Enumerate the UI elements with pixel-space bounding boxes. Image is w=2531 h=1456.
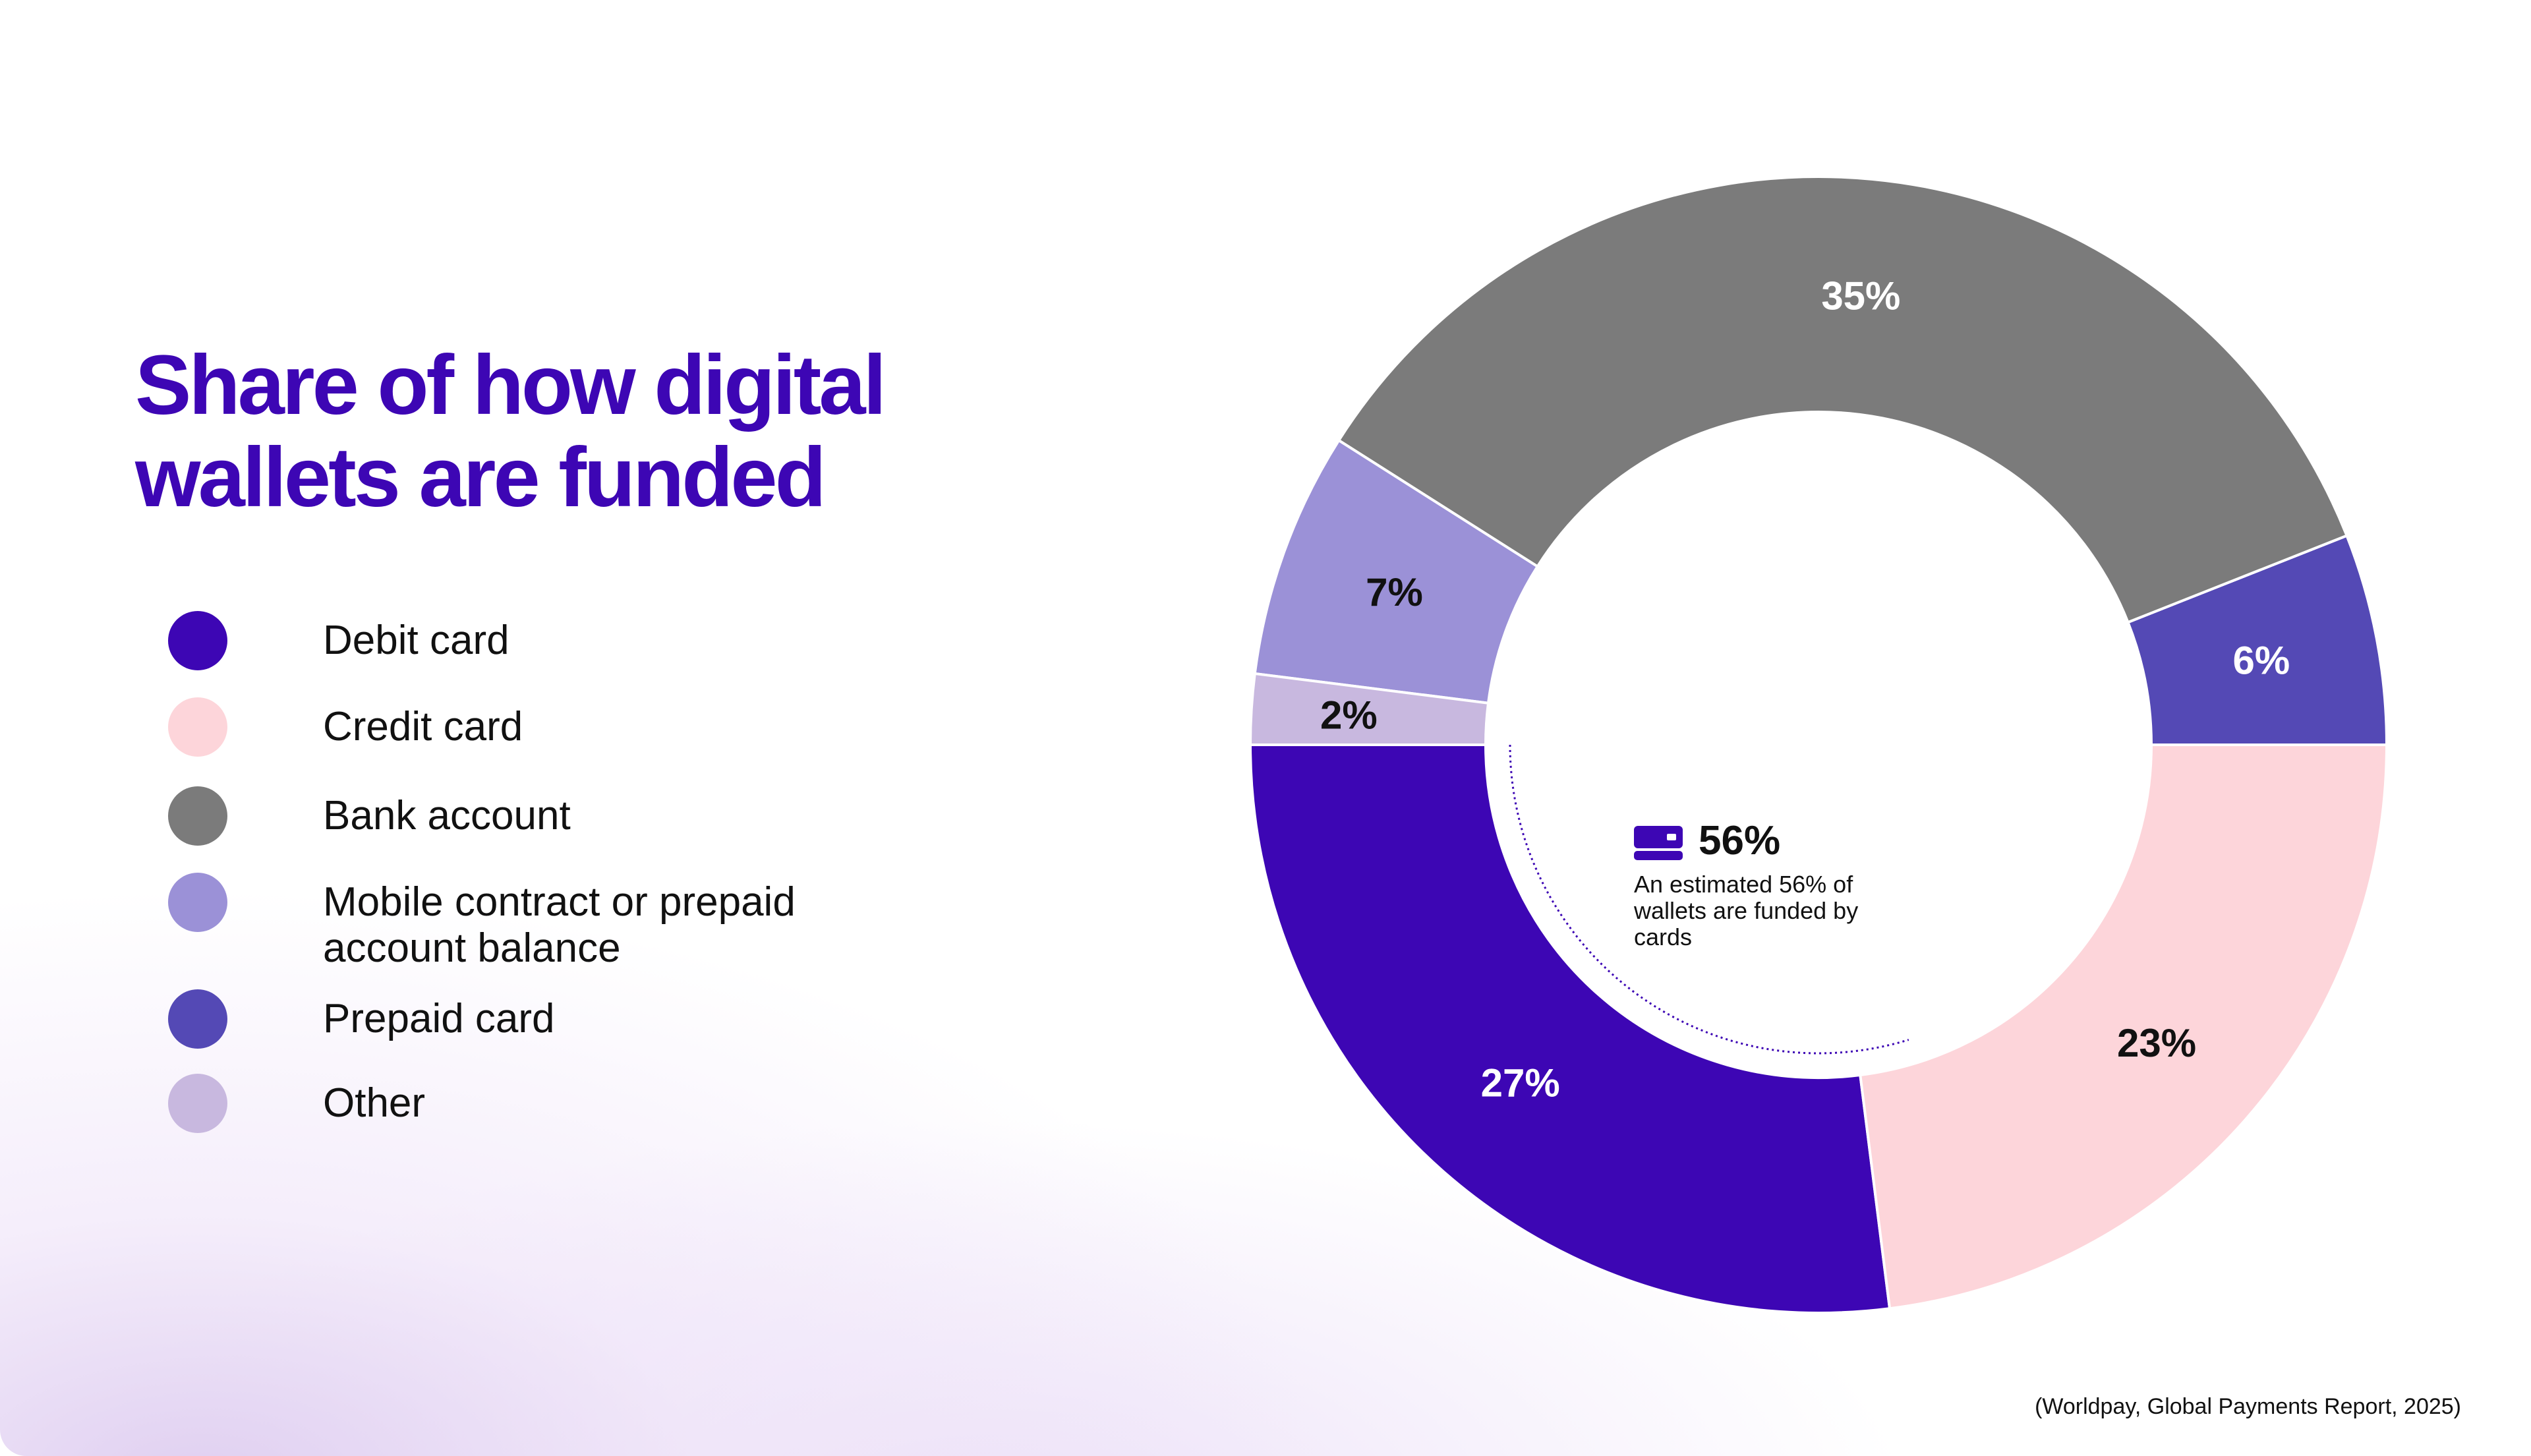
legend-item-bank-account: Bank account	[168, 786, 959, 846]
legend-swatch	[168, 786, 227, 846]
legend-swatch	[168, 1074, 227, 1133]
legend-label: Credit card	[323, 704, 523, 749]
data-label: 35%	[1821, 274, 1900, 318]
legend-item-credit-card: Credit card	[168, 697, 959, 757]
legend-swatch	[168, 611, 227, 670]
data-label: 27%	[1481, 1061, 1560, 1105]
legend-swatch	[168, 873, 227, 932]
donut-segment-debit-card	[1248, 743, 1892, 1314]
data-label: 23%	[2117, 1021, 2196, 1065]
legend-swatch	[168, 697, 227, 757]
data-label: 6%	[2233, 638, 2290, 682]
data-label: 7%	[1366, 570, 1423, 614]
legend-item-debit-card: Debit card	[168, 611, 959, 670]
legend-label: Mobile contract or prepaid account balan…	[323, 879, 796, 971]
donut-segment-credit-card	[1859, 743, 2389, 1310]
chart-title: Share of how digital wallets are funded	[135, 338, 887, 525]
annotation-text: An estimated 56% of wallets are funded b…	[1634, 871, 1859, 950]
donut-segment-other	[1248, 672, 1490, 746]
legend-item-mobile-contract: Mobile contract or prepaid account balan…	[168, 873, 959, 972]
legend-label: Prepaid card	[323, 996, 555, 1041]
donut-segment-bank-account	[1337, 175, 2349, 624]
legend-label: Bank account	[323, 793, 571, 838]
data-label: 2%	[1320, 693, 1378, 738]
credit-card-icon	[1634, 826, 1683, 860]
source-note: (Worldpay, Global Payments Report, 2025)	[2035, 1394, 2461, 1419]
legend-swatch	[168, 989, 227, 1049]
legend-item-prepaid-card: Prepaid card	[168, 989, 959, 1049]
legend-label: Debit card	[323, 618, 509, 663]
legend-item-other: Other	[168, 1074, 959, 1133]
legend-label: Other	[323, 1080, 426, 1126]
annotation-value: 56%	[1699, 818, 1781, 863]
